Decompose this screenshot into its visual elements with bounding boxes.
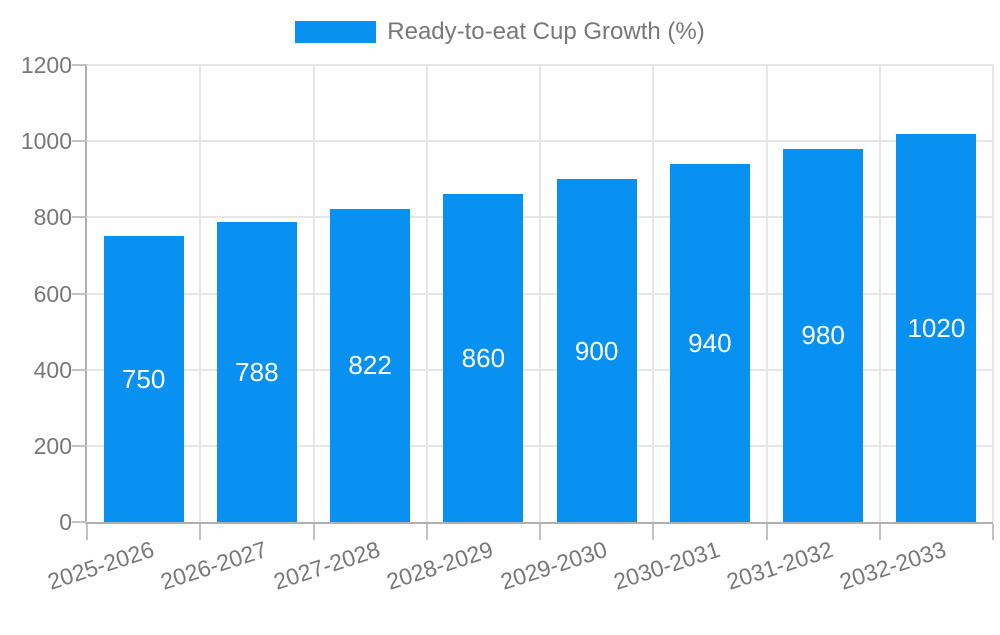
y-axis-tick-label: 400 xyxy=(33,356,72,383)
x-axis-tick xyxy=(992,524,994,540)
y-axis-tick-label: 800 xyxy=(33,204,72,231)
x-axis-tick xyxy=(312,524,315,540)
gridline-vertical xyxy=(425,65,428,522)
gridline-vertical xyxy=(539,65,541,522)
gridline-vertical xyxy=(652,65,655,522)
y-axis-tick xyxy=(72,292,87,295)
gridline-vertical xyxy=(312,65,315,522)
bar-value-label: 788 xyxy=(235,356,279,387)
y-axis-tick xyxy=(72,140,87,143)
bar-2028-2029: 860 xyxy=(443,194,524,522)
bar-value-label: 860 xyxy=(461,343,506,374)
plot-area: 750 788 822 860 900 940 980 1020 xyxy=(72,64,994,540)
y-axis-tick xyxy=(72,521,87,523)
x-axis-tick xyxy=(539,524,541,540)
y-axis-tick-label: 200 xyxy=(33,432,72,459)
x-axis-line xyxy=(85,522,993,524)
x-axis-tick xyxy=(86,524,88,540)
y-axis-tick xyxy=(72,216,87,219)
y-axis-tick xyxy=(72,368,87,371)
bar-2031-2032: 980 xyxy=(783,148,864,522)
y-axis-tick-label: 1000 xyxy=(20,128,72,155)
gridline-vertical xyxy=(992,65,994,522)
y-axis-line xyxy=(85,65,87,524)
y-axis-tick-label: 0 xyxy=(59,509,72,535)
y-axis-tick-label: 600 xyxy=(33,280,72,307)
x-axis-tick xyxy=(765,524,768,540)
bar-value-label: 940 xyxy=(688,328,732,359)
bar-value-label: 750 xyxy=(121,364,166,395)
y-axis-tick xyxy=(72,444,87,447)
bar-2032-2033: 1020 xyxy=(896,133,977,522)
y-axis-tick xyxy=(72,64,87,66)
x-axis-tick xyxy=(425,524,428,540)
bar-2029-2030: 900 xyxy=(556,179,637,522)
bar-2025-2026: 750 xyxy=(103,236,184,522)
gridline-vertical xyxy=(878,65,881,522)
x-axis-tick xyxy=(878,524,881,540)
bar-2030-2031: 940 xyxy=(669,164,750,522)
x-axis-tick xyxy=(199,524,202,540)
legend-label: Ready-to-eat Cup Growth (%) xyxy=(387,18,705,45)
legend: Ready-to-eat Cup Growth (%) xyxy=(0,0,1000,45)
legend-swatch xyxy=(295,21,377,43)
bar-chart: Ready-to-eat Cup Growth (%) 750 788 822 860… xyxy=(0,0,1000,595)
y-axis-tick-label: 1200 xyxy=(20,52,72,78)
bar-2026-2027: 788 xyxy=(216,221,297,522)
bar-value-label: 1020 xyxy=(907,312,966,343)
x-axis-tick xyxy=(652,524,655,540)
bar-value-label: 822 xyxy=(348,350,392,381)
bar-value-label: 980 xyxy=(801,320,845,351)
gridline-vertical xyxy=(765,65,768,522)
bar-2027-2028: 822 xyxy=(330,208,411,522)
bar-value-label: 900 xyxy=(574,335,619,366)
gridline-vertical xyxy=(199,65,202,522)
